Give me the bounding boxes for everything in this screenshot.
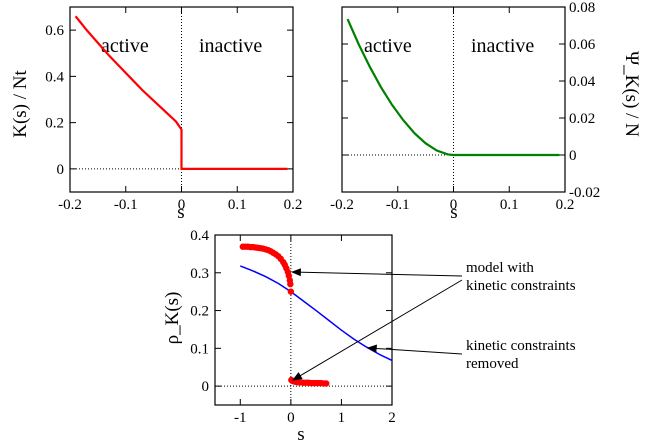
y-axis-label: ρ_K(s)	[162, 292, 183, 345]
series-line	[346, 18, 560, 157]
y-tick-label: 0.02	[569, 111, 595, 127]
annotation-model-line2: kinetic constraints	[466, 278, 576, 294]
annotation-model-line1: model with	[466, 260, 534, 276]
series-line	[240, 265, 393, 362]
annotation-removed-line2: removed	[466, 356, 519, 372]
y-tick-label: 0	[202, 379, 210, 395]
x-tick-label: -0.1	[386, 197, 410, 213]
annotation-active: active	[364, 35, 412, 57]
y-axis-label: K(s) / Nt	[10, 70, 31, 138]
series-line	[74, 15, 288, 170]
annotation-active: active	[101, 35, 149, 57]
data-point	[323, 380, 330, 387]
chart-k-of-s: active inactive K(s) / Nt s -0.2 -0.1 0 0.1…	[10, 6, 303, 223]
x-tick-label: 0.2	[284, 197, 303, 213]
y-tick-label: -0.02	[569, 185, 600, 201]
annotation-arrow	[290, 268, 463, 277]
x-tick-label: 0.2	[556, 197, 575, 213]
chart-rho-of-s: ρ_K(s) s model with kinetic constraints …	[162, 228, 576, 443]
y-tick-label: 0.08	[569, 0, 595, 16]
annotation-arrow	[366, 344, 463, 355]
chart-psi-of-s: active inactive Ψ_K(s) / N s -0.2 -0.1 0 0.…	[330, 0, 642, 223]
x-axis-label: s	[297, 424, 304, 443]
x-tick-label: -0.2	[330, 197, 354, 213]
x-tick-label: 0.1	[500, 197, 519, 213]
data-point	[287, 280, 294, 288]
annotation-removed-line1: kinetic constraints	[466, 338, 576, 354]
x-tick-label: 0	[450, 197, 458, 213]
y-tick-label: 0.2	[45, 116, 64, 132]
y-tick-label: 0.04	[569, 74, 596, 90]
x-tick-label: 2	[388, 410, 396, 426]
x-axis-label: s	[177, 202, 184, 223]
x-tick-label: 1	[338, 410, 346, 426]
x-tick-label: -1	[234, 410, 247, 426]
y-tick-label: 0.06	[569, 37, 596, 53]
x-tick-label: 0.1	[228, 197, 247, 213]
y-tick-label: 0.1	[190, 341, 209, 357]
x-tick-label: -0.1	[114, 197, 138, 213]
y-tick-label: 0	[569, 148, 577, 164]
y-tick-label: 0.4	[190, 228, 209, 244]
annotation-arrow	[292, 279, 463, 381]
x-tick-label: 0	[178, 197, 186, 213]
x-axis-label: s	[450, 202, 457, 223]
x-tick-label: 0	[287, 410, 295, 426]
data-point	[287, 288, 295, 295]
y-tick-label: 0.2	[190, 304, 209, 320]
annotation-inactive: inactive	[471, 35, 534, 57]
y-tick-label: 0.6	[45, 23, 64, 39]
y-tick-label: 0.4	[45, 69, 64, 85]
annotation-inactive: inactive	[199, 35, 262, 57]
plot-frame	[214, 234, 393, 406]
y-tick-label: 0.3	[190, 266, 209, 282]
y-tick-label: 0	[57, 162, 65, 178]
y-axis-label: Ψ_K(s) / N	[621, 51, 642, 137]
x-tick-label: -0.2	[58, 197, 82, 213]
